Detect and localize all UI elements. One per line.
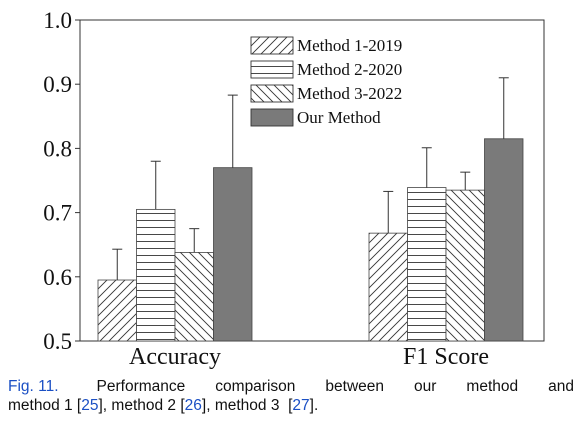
- y-tick-label-4: 0.9: [43, 72, 72, 97]
- caption-text-part: ], method 2 [: [98, 397, 185, 414]
- figure-caption: Fig. 11. Performance comparison between our…: [8, 377, 574, 415]
- citation-link[interactable]: 25: [81, 397, 99, 414]
- legend: Method 1-2019 Method 2-2020 Method 3-2022 O…: [246, 30, 432, 142]
- bar-accuracy-series-3: [174, 252, 214, 342]
- citation-link[interactable]: 27: [292, 397, 310, 414]
- y-axis: 0.5 0.6 0.7 0.8 0.9 1.0: [43, 8, 80, 354]
- y-tick-label-1: 0.6: [43, 265, 72, 290]
- legend-label-1: Method 1-2019: [297, 36, 402, 55]
- caption-word-1: comparison: [215, 378, 296, 395]
- plot-frame: [79, 19, 545, 342]
- citation-link[interactable]: 26: [184, 397, 202, 414]
- bar-accuracy-series-4: [213, 167, 253, 342]
- y-tick-label-0: 0.5: [43, 329, 72, 354]
- legend-label-2: Method 2-2020: [297, 60, 402, 79]
- caption-word-0: Performance: [96, 378, 186, 395]
- caption-word-4: method: [466, 378, 519, 395]
- legend-swatch-4: [250, 108, 294, 127]
- caption-text-part: method 1 [: [8, 397, 82, 414]
- bar-chart: 0.5 0.6 0.7 0.8 0.9 1.0 Accuracy F1 Score Meth…: [43, 8, 545, 370]
- bar-f1-score-series-1: [368, 232, 408, 342]
- caption-word-5: and: [548, 378, 574, 395]
- caption-line-2: method 1 [25], method 2 [26], method 3 […: [8, 396, 574, 415]
- bar-accuracy-series-1: [97, 279, 137, 342]
- category-label-0: Accuracy: [129, 344, 221, 370]
- category-labels: Accuracy F1 Score: [129, 344, 489, 370]
- caption-fig-label: Fig. 11.: [8, 378, 59, 395]
- legend-swatch-2: [250, 60, 294, 79]
- caption-word-3: our: [414, 378, 437, 395]
- bar-f1-score-series-2: [407, 187, 447, 342]
- caption-word-2: between: [325, 378, 385, 395]
- y-tick-label-5: 1.0: [43, 8, 72, 33]
- legend-label-4: Our Method: [297, 108, 381, 127]
- caption-text-part: ], method 3 [: [201, 397, 293, 414]
- y-tick-label-2: 0.7: [43, 201, 72, 226]
- y-tick-label-3: 0.8: [43, 136, 72, 161]
- legend-label-3: Method 3-2022: [297, 84, 402, 103]
- bar-f1-score-series-4: [484, 138, 524, 342]
- legend-swatch-3: [250, 84, 294, 103]
- caption-text-part: ].: [309, 397, 319, 414]
- legend-swatch-1: [250, 36, 294, 55]
- caption-line-1: Fig. 11. Performance comparison between our…: [8, 377, 574, 396]
- bars-group: [97, 77, 524, 342]
- caption-text: Performance comparison between our method and: [97, 377, 574, 396]
- bar-f1-score-series-3: [445, 189, 485, 342]
- category-label-1: F1 Score: [403, 344, 489, 370]
- bar-accuracy-series-2: [136, 208, 176, 342]
